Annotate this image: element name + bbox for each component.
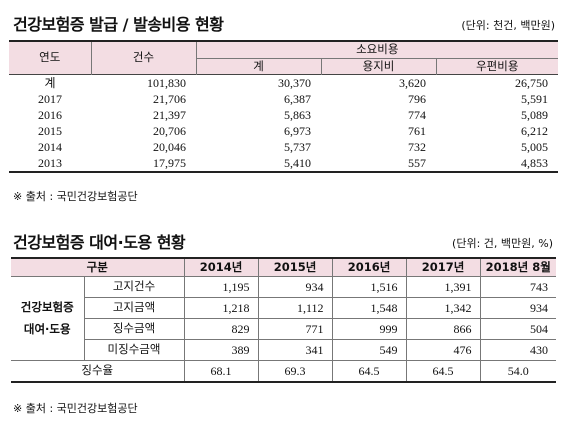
section2-title: 건강보험증 대여·도용 현황 <box>13 233 186 252</box>
issuance-cost-table: 연도 건수 소요비용 계 용지비 우편비용 계 101,830 30,370 3… <box>9 40 559 173</box>
section1-title: 건강보험증 발급 / 발송비용 현황 <box>13 15 224 34</box>
table-row: 2017 21,706 6,387 796 5,591 <box>9 91 558 107</box>
lending-theft-table: 구분 2014년 2015년 2016년 2017년 2018년 8월 건강보험… <box>11 257 557 383</box>
section1-unit: (단위: 천건, 백만원) <box>461 19 555 32</box>
cell-value: 934 <box>479 297 557 319</box>
cell-value: 771 <box>257 318 333 340</box>
cell-value: 1,218 <box>183 297 259 319</box>
cell-year: 2015 <box>38 124 62 138</box>
cell-count: 20,706 <box>153 124 186 138</box>
section2-source: ※ 출처 : 국민건강보험공단 <box>13 402 138 415</box>
cell-value: 999 <box>331 318 407 340</box>
cell-value: 476 <box>405 339 481 361</box>
rate-label: 징수율 <box>11 360 185 382</box>
cell-value: 829 <box>183 318 259 340</box>
cell-value: 934 <box>257 276 333 298</box>
header-year: 2018년 8월 <box>479 258 557 277</box>
cell-rate: 69.3 <box>257 360 333 382</box>
table-row: 2016 21,397 5,863 774 5,089 <box>9 107 558 123</box>
section2-unit: (단위: 건, 백만원, %) <box>452 237 553 250</box>
cell-year: 2013 <box>38 156 62 170</box>
header-year: 2015년 <box>257 258 333 277</box>
category-cell: 건강보험증 대여·도용 <box>11 276 85 361</box>
cell-count: 101,830 <box>91 74 196 91</box>
cell-paper: 557 <box>408 156 426 170</box>
category-label: 건강보험증 <box>20 299 74 314</box>
cell-count: 21,706 <box>153 92 186 106</box>
table-row: 2013 17,975 5,410 557 4,853 <box>9 155 558 172</box>
category-label: 대여·도용 <box>23 321 71 336</box>
header-year: 연도 <box>9 41 91 75</box>
cell-postage: 26,750 <box>436 74 559 91</box>
cell-rate: 64.5 <box>405 360 481 382</box>
cell-rate: 68.1 <box>183 360 259 382</box>
cell-rate: 54.0 <box>479 360 557 382</box>
table-row: 징수율 68.1 69.3 64.5 64.5 54.0 <box>11 360 557 382</box>
cell-value: 1,548 <box>331 297 407 319</box>
cell-paper: 774 <box>408 108 426 122</box>
cell-paper: 3,620 <box>321 74 436 91</box>
table-row: 건강보험증 대여·도용 고지건수 1,195 934 1,516 1,391 7… <box>11 276 557 361</box>
cell-value: 504 <box>479 318 557 340</box>
cell-year: 2014 <box>38 140 62 154</box>
cell-value: 430 <box>479 339 557 361</box>
cell-total: 6,387 <box>284 92 311 106</box>
table-row: 계 101,830 30,370 3,620 26,750 <box>9 74 559 91</box>
cell-total: 5,737 <box>284 140 311 154</box>
cell-year: 2016 <box>38 108 62 122</box>
cell-rate: 64.5 <box>331 360 407 382</box>
table-row: 2015 20,706 6,973 761 6,212 <box>9 123 558 139</box>
section1-source: ※ 출처 : 국민건강보험공단 <box>13 190 138 203</box>
table-row: 2014 20,046 5,737 732 5,005 <box>9 139 558 155</box>
cell-value: 1,342 <box>405 297 481 319</box>
cell-postage: 5,591 <box>521 92 549 106</box>
cell-value: 1,195 <box>183 276 259 298</box>
header-postage: 우편비용 <box>435 58 559 75</box>
cell-total: 5,410 <box>284 156 311 170</box>
row-label: 미징수금액 <box>84 339 185 361</box>
cell-year: 계 <box>9 74 91 91</box>
row-label: 고지금액 <box>84 297 185 319</box>
header-total: 계 <box>195 58 321 75</box>
cell-postage: 4,853 <box>521 156 549 170</box>
header-cost-group: 소요비용 <box>195 41 559 59</box>
cell-paper: 761 <box>408 124 426 138</box>
cell-value: 866 <box>405 318 481 340</box>
cell-total: 5,863 <box>284 108 311 122</box>
cell-year: 2017 <box>38 92 62 106</box>
header-year: 2017년 <box>405 258 481 277</box>
cell-total: 6,973 <box>284 124 311 138</box>
cell-count: 20,046 <box>153 140 186 154</box>
table-row: 고지금액 1,218 1,112 1,548 1,342 934 <box>11 297 557 319</box>
cell-value: 1,391 <box>405 276 481 298</box>
header-count: 건수 <box>90 41 196 75</box>
cell-count: 17,975 <box>153 156 186 170</box>
header-category: 구분 <box>11 258 185 277</box>
cell-postage: 5,089 <box>521 108 549 122</box>
cell-value: 549 <box>331 339 407 361</box>
cell-value: 1,112 <box>257 297 333 319</box>
cell-value: 743 <box>479 276 557 298</box>
header-year: 2016년 <box>331 258 407 277</box>
cell-count: 21,397 <box>153 108 186 122</box>
cell-value: 389 <box>183 339 259 361</box>
cell-paper: 732 <box>408 140 426 154</box>
cell-postage: 5,005 <box>521 140 549 154</box>
cell-total: 30,370 <box>196 74 321 91</box>
header-paper: 용지비 <box>320 58 436 75</box>
row-label: 징수금액 <box>84 318 185 340</box>
cell-postage: 6,212 <box>521 124 549 138</box>
cell-value: 341 <box>257 339 333 361</box>
cell-value: 1,516 <box>331 276 407 298</box>
header-year: 2014년 <box>183 258 259 277</box>
cell-paper: 796 <box>408 92 426 106</box>
table-row: 미징수금액 389 341 549 476 430 <box>11 339 557 361</box>
table-row: 징수금액 829 771 999 866 504 <box>11 318 557 340</box>
row-label: 고지건수 <box>83 276 185 298</box>
